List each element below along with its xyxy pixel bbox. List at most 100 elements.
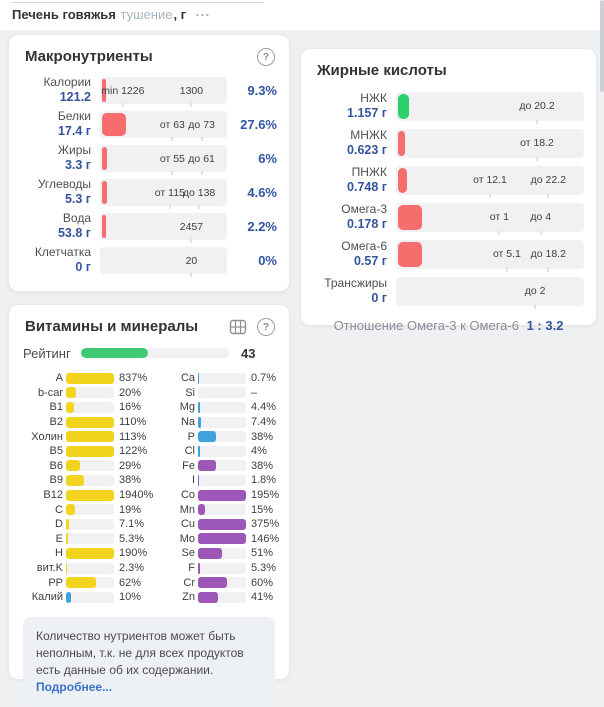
product-title: Печень говяжья тушение, г ··· [12, 7, 211, 22]
help-icon[interactable]: ? [257, 48, 275, 66]
nutrient-bar-fill [66, 387, 76, 398]
nutrient-label: P [153, 431, 198, 443]
nutrient-bar [198, 490, 246, 501]
daily-value-percent: 0.7% [246, 372, 277, 384]
nutrient-bar: min 1226 1300 [100, 77, 227, 104]
nutrient-bar-fill [66, 460, 80, 471]
vitamins-minerals-title: Витамины и минералы [9, 305, 289, 340]
nutrient-bar-fill [198, 431, 216, 442]
nutrient-bar-fill [66, 475, 84, 486]
daily-value-percent: 837% [114, 372, 147, 384]
nutrient-bar-fill [66, 402, 74, 413]
nutrient-bar [198, 577, 246, 588]
rating-bar-fill [81, 348, 148, 358]
help-icon[interactable]: ? [257, 318, 275, 336]
range-tick [201, 137, 202, 141]
nutrient-bar [198, 504, 246, 515]
nutrient-bar-fill [198, 475, 199, 486]
nutrient-name: Трансжиры [313, 277, 387, 291]
daily-value-percent: 0% [231, 253, 277, 268]
nutrient-bar-fill [66, 417, 114, 428]
mineral-row: Cr 60% [153, 575, 277, 590]
more-details-link[interactable]: Подробнее... [36, 680, 112, 694]
range-tick [172, 137, 173, 141]
nutrient-bar-fill [198, 460, 216, 471]
nutrient-bar-fill [198, 490, 246, 501]
nutrient-label: I [153, 474, 198, 486]
nutrient-name: Жиры [21, 144, 91, 158]
range-mark: 1300 [180, 85, 203, 97]
nutrient-label: C [21, 504, 66, 516]
nutrient-value: 0.57 г [313, 254, 387, 268]
more-menu-icon[interactable]: ··· [196, 8, 211, 22]
range-mark: min 1226 [101, 85, 144, 97]
daily-value-percent: 60% [246, 577, 277, 589]
nutrient-value: 121.2 [21, 90, 91, 104]
nutrient-name: МНЖК [313, 129, 387, 143]
nutrient-value: 1.157 г [313, 106, 387, 120]
nutrient-bar [66, 490, 114, 501]
nutrient-name: Углеводы [21, 178, 91, 192]
omega-ratio: Отношение Омега-3 к Омега-6 1 : 3.2 [301, 318, 596, 333]
nutrient-bar-fill [102, 113, 126, 136]
scrollbar-thumb[interactable] [600, 0, 604, 92]
nutrient-label: B9 [21, 474, 66, 486]
cooking-method-select[interactable]: тушение [121, 7, 173, 22]
nutrient-bar-fill [66, 577, 96, 588]
nutrient-bar: до 20.2 [396, 92, 584, 121]
nutrient-label: Cr [153, 577, 198, 589]
nutrient-name: Вода [21, 212, 91, 226]
nutrient-label: Mg [153, 401, 198, 413]
range-mark: 20 [186, 255, 198, 267]
daily-value-percent: 38% [114, 474, 145, 486]
nutrient-bar [198, 519, 246, 530]
daily-value-percent: 2.2% [231, 219, 277, 234]
nutrient-bar-fill [198, 548, 222, 559]
daily-value-percent: 4.6% [231, 185, 277, 200]
mineral-row: Si– [153, 386, 277, 401]
daily-value-percent: 5.3% [246, 562, 277, 574]
range-tick [191, 239, 192, 243]
daily-value-percent: 29% [114, 460, 145, 472]
nutrient-value: 53.8 г [21, 226, 91, 240]
range-mark: от 115 [155, 187, 185, 199]
rating-bar [81, 348, 229, 358]
nutrient-bar-fill [66, 563, 67, 574]
nutrient-bar [198, 417, 246, 428]
nutrient-bar [198, 548, 246, 559]
nutrient-bar [66, 373, 114, 384]
table-view-icon[interactable] [229, 318, 247, 336]
daily-value-percent: 113% [114, 431, 146, 443]
nutrient-bar [198, 431, 246, 442]
nutrient-name: НЖК [313, 92, 387, 106]
nutrient-value: 0 г [21, 260, 91, 274]
nutrient-name: Омега-6 [313, 240, 387, 254]
nutrient-bar [66, 533, 114, 544]
nutrient-label: Se [153, 547, 198, 559]
nutrient-label: B1 [21, 401, 66, 413]
nutrient-bar-fill [198, 519, 246, 530]
range-tick [537, 120, 538, 124]
nutrient-label: B12 [21, 489, 66, 501]
nutrient-bar [66, 563, 114, 574]
nutrient-label: А [21, 372, 66, 384]
range-mark: до 61 [188, 153, 215, 165]
nutrient-label: F [153, 562, 198, 574]
